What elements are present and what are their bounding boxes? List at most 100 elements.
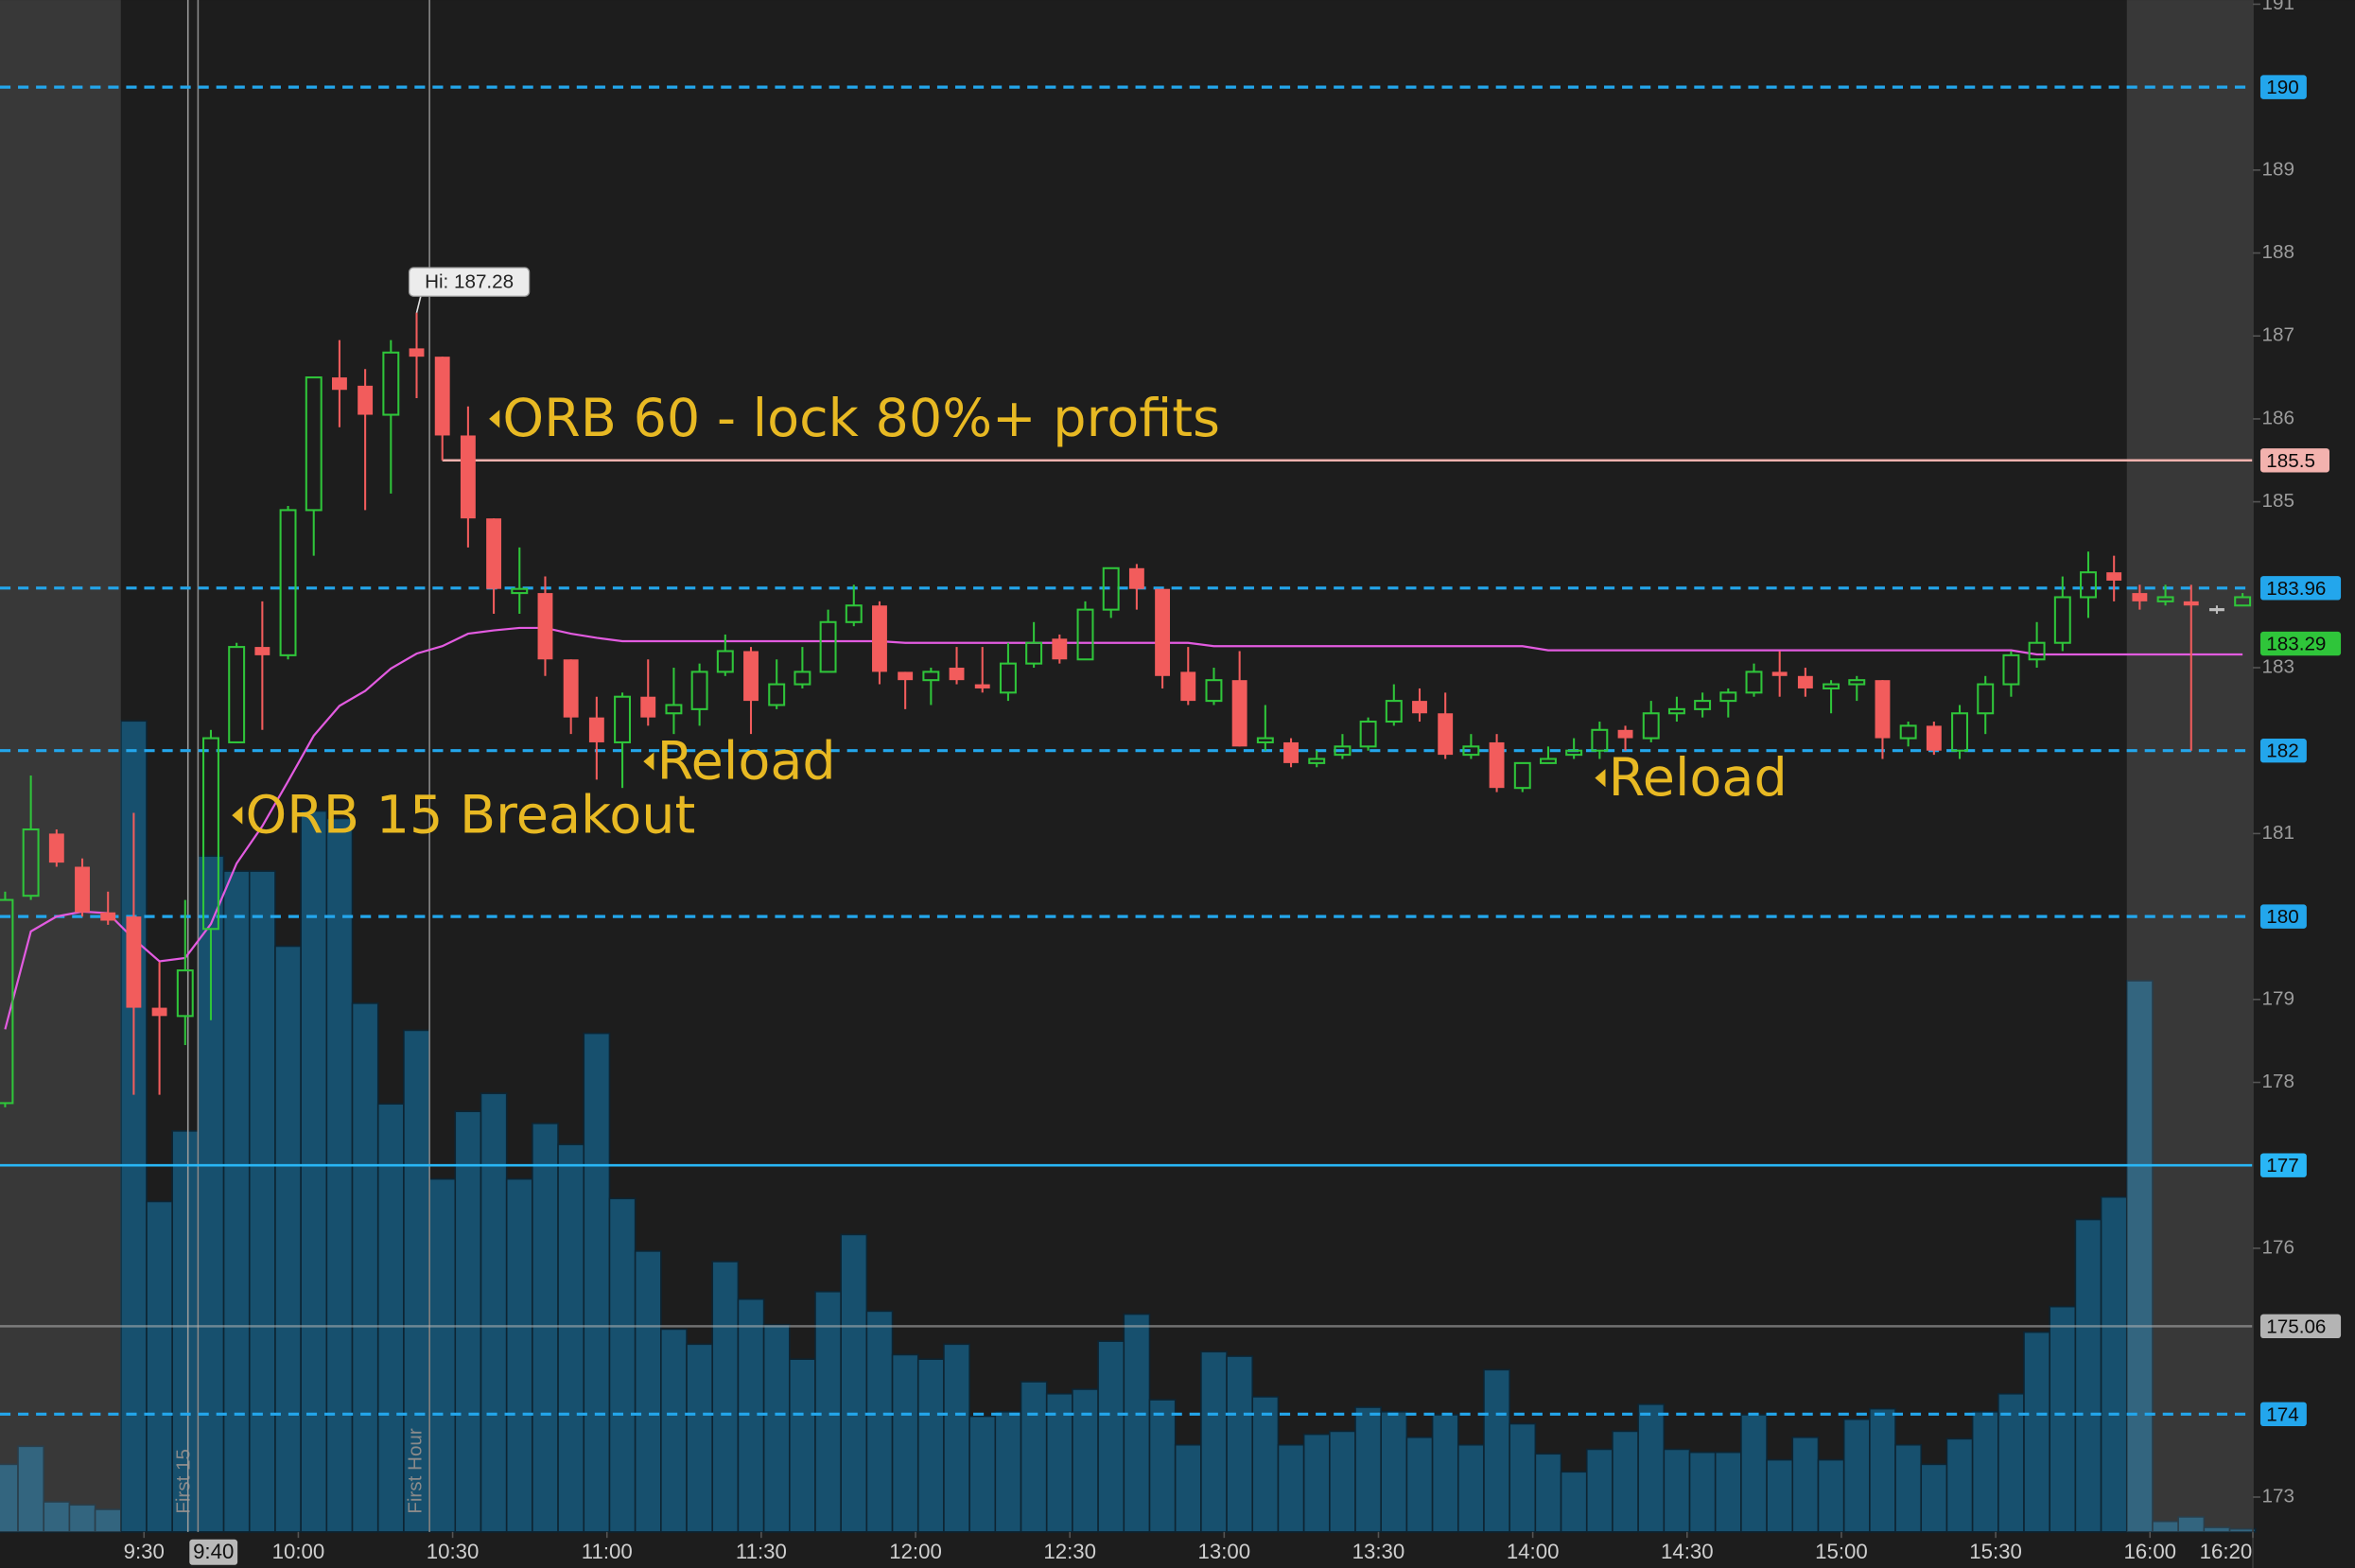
volume-bar [1405,1436,1434,1533]
volume-bar [994,1410,1022,1533]
candle-body [898,671,914,681]
volume-bar [1200,1350,1228,1533]
candle-body [126,916,142,1008]
volume-bar [1251,1396,1280,1533]
candle-body [460,435,476,519]
volume-bar [1945,1437,1974,1533]
y-tick-label: 183 [2262,655,2294,677]
annotation-pointer [232,806,243,825]
level-tag [2259,1153,2307,1177]
candle-body [1308,758,1326,764]
annotation: Reload [1609,747,1788,809]
y-tick-label: 191 [2262,0,2294,14]
marker-label: First Hour [404,1428,426,1514]
volume-bar [2074,1218,2102,1533]
volume-bar [274,945,302,1533]
candle-body [743,651,759,702]
x-tick-label: 16:20 [2200,1540,2253,1563]
candle-body [1642,712,1660,740]
volume-bar [2023,1331,2050,1533]
session-shading [0,0,2254,1532]
volume-bar [1585,1448,1614,1533]
x-tick-label: 16:00 [2123,1540,2176,1563]
candle-body [1539,758,1557,764]
candle-body [1155,588,1171,676]
level-label: 190 [2266,77,2298,98]
candle-body [486,518,502,589]
candle-body [819,620,837,673]
candle-body [665,704,683,715]
volume-bar [634,1250,662,1533]
x-tick-label: 11:00 [582,1540,633,1563]
volume-bar [1817,1458,1845,1533]
premarket-shade [0,0,121,1532]
volume-bar [1483,1368,1510,1533]
candle-body [640,696,656,718]
volume-bar [2100,1195,2128,1533]
candle-body [922,671,940,682]
volume-bar [840,1233,868,1533]
candle-body [2080,571,2097,599]
volume-bar [557,1143,585,1533]
candle-body [588,717,604,742]
volume-bar [2049,1305,2077,1533]
candle-body [1719,691,1737,703]
candle-body [690,671,708,710]
volume-bar [2125,980,2154,1533]
candle-body [537,593,553,660]
candle-body [1489,741,1505,789]
volume-bar [1045,1392,1073,1533]
x-tick-label: 12:00 [889,1540,942,1563]
y-tick-label: 173 [2262,1485,2294,1507]
level-label: 183.96 [2266,578,2326,600]
candle-body [716,650,734,673]
annotation: ORB 15 Breakout [245,784,695,845]
volume-bar [865,1310,894,1533]
volume-bar [1097,1340,1125,1533]
cursor-label: 9:40 [193,1540,234,1563]
volume-bar [1637,1403,1666,1533]
candle-body [1797,675,1813,688]
candle-body [151,1007,167,1017]
candle-body [1591,728,1609,752]
candle-body [1926,725,1942,751]
candle-body [1438,713,1454,756]
volume-bar [583,1032,611,1533]
candle-body [1848,679,1866,686]
volume-bar [1663,1448,1691,1533]
volume-bar [480,1092,508,1533]
candle-body [305,376,323,512]
level-label: 175.06 [2266,1315,2326,1337]
candle-body [0,898,14,1105]
level-label: 180 [2266,906,2298,928]
candle-body [1283,741,1299,763]
candle-body [100,912,116,921]
candle-body [2183,601,2199,606]
candle-body [1052,638,1068,660]
level-tag [2259,1314,2342,1339]
volume-bar [608,1197,637,1533]
hi-pointer [415,294,423,313]
volume-bar [1354,1406,1383,1533]
candle-body [1977,683,1995,715]
candle-body [331,377,347,391]
candle-body [1256,737,1274,743]
candle-body [254,647,270,655]
candle-body [358,385,374,415]
x-tick-label: 11:30 [736,1540,787,1563]
volume-bar [1842,1418,1871,1533]
volume-bar [1920,1463,1948,1533]
y-tick-label: 185 [2262,490,2294,512]
candle-body [1617,729,1633,739]
candle-body [202,737,219,931]
candle-body [1231,680,1247,747]
candle-body [1745,671,1763,694]
volume-bar [1688,1451,1717,1533]
x-tick-label: 14:00 [1507,1540,1560,1563]
candle-body [75,866,90,913]
candle-body [1899,724,1917,740]
candle-body [999,662,1017,694]
x-tick-label: 13:00 [1198,1540,1251,1563]
volume-bar [1791,1436,1820,1533]
